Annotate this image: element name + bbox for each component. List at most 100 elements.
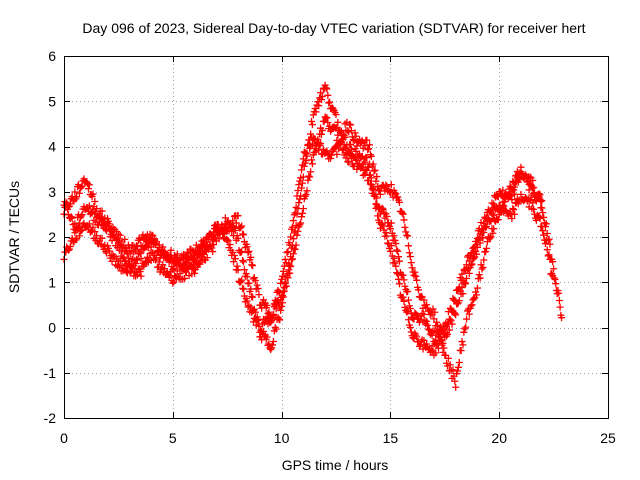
data-point bbox=[363, 136, 371, 144]
data-point bbox=[276, 316, 284, 324]
data-point bbox=[233, 262, 241, 270]
data-point bbox=[93, 232, 101, 240]
data-point bbox=[427, 346, 435, 354]
data-point bbox=[332, 111, 340, 119]
data-point bbox=[395, 257, 403, 265]
data-point bbox=[553, 290, 561, 298]
data-point bbox=[482, 224, 490, 232]
data-point bbox=[289, 217, 297, 225]
data-point bbox=[402, 228, 410, 236]
data-point bbox=[253, 315, 261, 323]
data-point bbox=[424, 321, 432, 329]
data-point bbox=[302, 150, 310, 158]
data-point bbox=[483, 223, 491, 231]
data-point bbox=[129, 264, 137, 272]
data-point bbox=[85, 202, 93, 210]
data-point bbox=[278, 302, 286, 310]
data-point bbox=[72, 236, 80, 244]
data-point bbox=[133, 243, 141, 251]
data-point bbox=[322, 84, 330, 92]
data-point bbox=[399, 271, 407, 279]
data-point bbox=[459, 341, 467, 349]
data-point bbox=[532, 216, 540, 224]
data-point bbox=[340, 132, 348, 140]
data-point bbox=[108, 257, 116, 265]
data-point bbox=[317, 96, 325, 104]
data-point bbox=[475, 271, 483, 279]
data-point bbox=[558, 314, 566, 322]
data-point bbox=[365, 145, 373, 153]
data-point bbox=[239, 230, 247, 238]
data-point bbox=[280, 262, 288, 270]
data-point bbox=[458, 338, 466, 346]
data-point bbox=[549, 272, 557, 280]
data-point bbox=[374, 182, 382, 190]
data-point bbox=[218, 223, 226, 231]
data-point bbox=[406, 253, 414, 261]
data-point bbox=[537, 198, 545, 206]
data-point bbox=[468, 249, 476, 257]
data-point bbox=[459, 290, 467, 298]
data-point bbox=[462, 280, 470, 288]
data-point bbox=[203, 254, 211, 262]
data-point bbox=[265, 308, 273, 316]
data-point bbox=[374, 212, 382, 220]
data-point bbox=[448, 320, 456, 328]
data-point bbox=[231, 226, 239, 234]
data-point bbox=[277, 306, 285, 314]
data-point bbox=[275, 288, 283, 296]
data-point bbox=[245, 279, 253, 287]
data-point bbox=[412, 272, 420, 280]
data-point bbox=[308, 156, 316, 164]
data-point bbox=[324, 118, 332, 126]
data-point bbox=[506, 182, 514, 190]
data-point bbox=[120, 253, 128, 261]
data-point bbox=[479, 234, 487, 242]
data-point bbox=[420, 310, 428, 318]
data-point bbox=[372, 204, 380, 212]
data-point bbox=[490, 211, 498, 219]
data-point bbox=[431, 308, 439, 316]
x-tick-label: 5 bbox=[169, 430, 177, 446]
data-point bbox=[280, 287, 288, 295]
data-point bbox=[93, 205, 101, 213]
data-point bbox=[71, 229, 79, 237]
y-tick-label: 6 bbox=[48, 48, 56, 64]
data-point bbox=[293, 192, 301, 200]
data-point bbox=[137, 242, 145, 250]
data-point bbox=[269, 314, 277, 322]
data-point bbox=[345, 158, 353, 166]
data-point bbox=[342, 145, 350, 153]
data-point bbox=[307, 130, 315, 138]
data-point bbox=[237, 223, 245, 231]
data-point bbox=[191, 269, 199, 277]
data-point bbox=[122, 245, 130, 253]
data-point bbox=[265, 340, 273, 348]
data-point bbox=[473, 243, 481, 251]
data-point bbox=[434, 322, 442, 330]
data-point bbox=[473, 250, 481, 258]
data-point bbox=[460, 328, 468, 336]
data-point bbox=[470, 295, 478, 303]
data-point bbox=[78, 182, 86, 190]
data-point bbox=[238, 222, 246, 230]
data-point bbox=[412, 310, 420, 318]
data-point bbox=[391, 259, 399, 267]
data-point bbox=[302, 191, 310, 199]
data-point bbox=[299, 155, 307, 163]
data-point bbox=[398, 209, 406, 217]
data-point bbox=[254, 285, 262, 293]
data-point bbox=[543, 246, 551, 254]
data-point bbox=[314, 98, 322, 106]
data-point bbox=[254, 316, 262, 324]
data-point bbox=[525, 186, 533, 194]
data-point bbox=[465, 269, 473, 277]
data-point bbox=[476, 274, 484, 282]
data-point bbox=[214, 220, 222, 228]
data-point bbox=[508, 215, 516, 223]
data-point bbox=[91, 228, 99, 236]
data-point bbox=[283, 271, 291, 279]
x-tick-label: 0 bbox=[60, 430, 68, 446]
data-point bbox=[399, 210, 407, 218]
data-point bbox=[247, 253, 255, 261]
